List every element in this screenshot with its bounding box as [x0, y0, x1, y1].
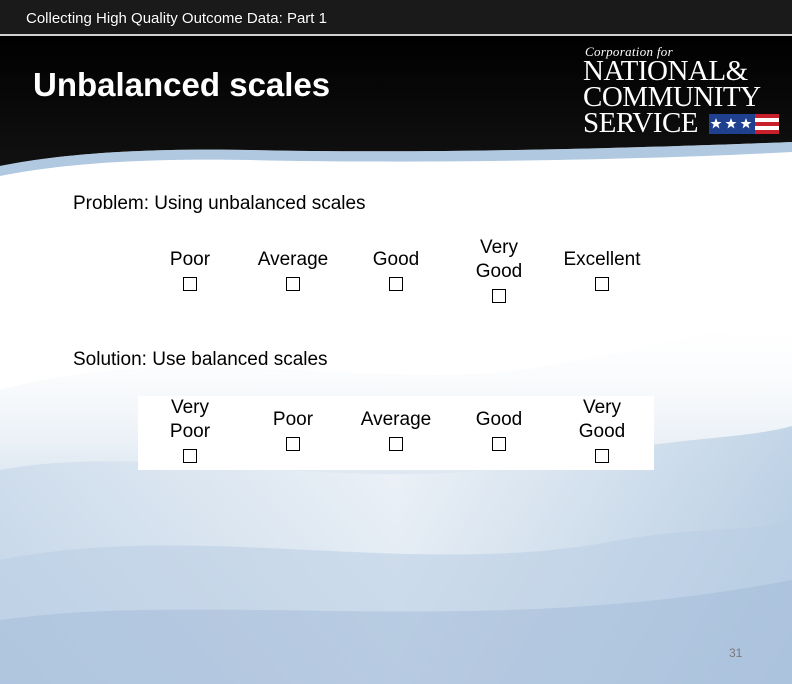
problem-option-poor: Poor: [138, 248, 242, 298]
problem-heading: Problem: Using unbalanced scales: [73, 193, 366, 214]
checkbox[interactable]: [183, 449, 197, 463]
solution-option-very-good: Very Good: [550, 396, 654, 470]
option-label: Poor: [169, 249, 211, 270]
top-bar: Collecting High Quality Outcome Data: Pa…: [0, 0, 792, 36]
logo-line-0: Corporation for: [585, 44, 673, 59]
option-label: Average: [257, 249, 329, 270]
option-label: Very Good: [475, 237, 523, 282]
option-label: Very Poor: [169, 397, 211, 442]
option-label: Good: [475, 409, 523, 430]
option-label: Excellent: [563, 249, 641, 270]
solution-heading: Solution: Use balanced scales: [73, 349, 328, 370]
problem-option-average: Average: [241, 248, 345, 298]
checkbox[interactable]: [286, 437, 300, 451]
option-label: Good: [372, 249, 420, 270]
option-label: Poor: [272, 409, 314, 430]
checkbox[interactable]: [183, 277, 197, 291]
solution-option-very-poor: Very Poor: [138, 396, 242, 470]
logo-line-3: SERVICE: [583, 107, 699, 139]
checkbox[interactable]: [492, 289, 506, 303]
flag-stars-stripes-icon: [709, 114, 779, 134]
logo-line-2: COMMUNITY: [583, 81, 761, 113]
checkbox[interactable]: [286, 277, 300, 291]
logo-line-1: NATIONAL&: [583, 55, 748, 87]
header-band: [0, 36, 792, 176]
problem-option-good: Good: [344, 248, 448, 298]
page-number: 31: [729, 646, 743, 660]
option-label: Very Good: [578, 397, 626, 442]
problem-option-excellent: Excellent: [550, 248, 654, 298]
organization-logo: Corporation for NATIONAL& COMMUNITY SERV…: [583, 42, 783, 139]
solution-scale-panel: [138, 396, 654, 470]
solution-option-good: Good: [447, 408, 551, 458]
slide-title: Unbalanced scales: [33, 66, 331, 103]
checkbox[interactable]: [595, 277, 609, 291]
checkbox[interactable]: [492, 437, 506, 451]
checkbox[interactable]: [389, 437, 403, 451]
option-label: Average: [360, 409, 432, 430]
problem-option-very-good: Very Good: [447, 236, 551, 310]
background-waves: [0, 140, 792, 684]
solution-option-average: Average: [344, 408, 448, 458]
course-title: Collecting High Quality Outcome Data: Pa…: [26, 10, 327, 27]
checkbox[interactable]: [595, 449, 609, 463]
checkbox[interactable]: [389, 277, 403, 291]
solution-option-poor: Poor: [241, 408, 345, 458]
